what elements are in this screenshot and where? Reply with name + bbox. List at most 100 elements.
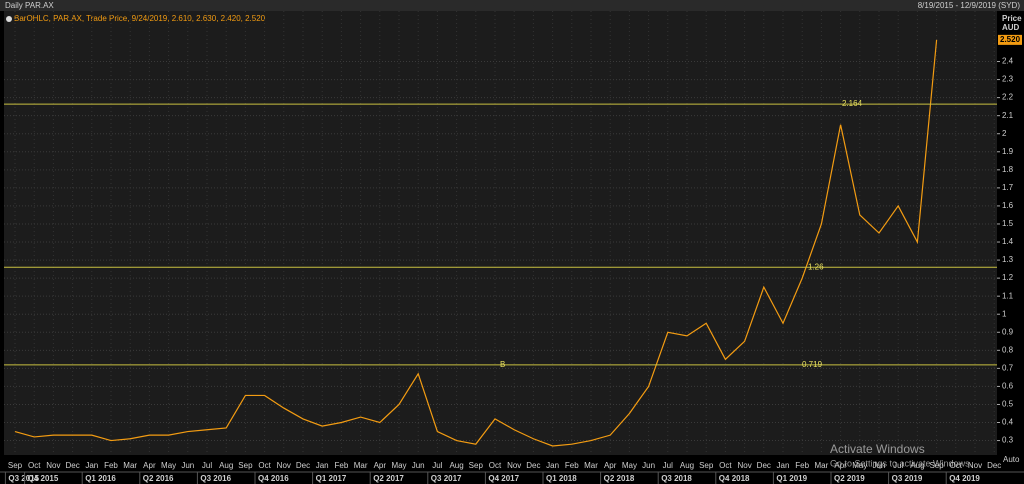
quarter-label: Q2 2018 [604, 474, 635, 483]
x-tick-label: Aug [219, 461, 233, 470]
x-tick-label: Mar [584, 461, 598, 470]
x-tick-label: Jun [642, 461, 655, 470]
x-tick-label: Jul [432, 461, 442, 470]
quarter-label: Q3 2018 [661, 474, 692, 483]
y-tick-label: 0.4 [1002, 418, 1014, 427]
header-bar [0, 0, 1024, 11]
x-tick-label: May [852, 461, 867, 470]
x-tick-label: Jul [202, 461, 212, 470]
x-tick-label: May [622, 461, 637, 470]
chart-title: Daily PAR.AX [5, 1, 54, 10]
x-tick-label: Apr [143, 461, 156, 470]
x-tick-label: Dec [757, 461, 771, 470]
y-tick-label: 0.7 [1002, 363, 1014, 372]
quarter-label: Q1 2018 [546, 474, 577, 483]
quarter-label: Q1 2019 [776, 474, 807, 483]
x-tick-label: Sep [699, 461, 714, 470]
x-tick-label: Nov [968, 461, 982, 470]
y-tick-label: 1.6 [1002, 201, 1014, 210]
x-tick-label: Nov [507, 461, 521, 470]
x-tick-label: Apr [604, 461, 617, 470]
y-tick-label: 1 [1002, 309, 1007, 318]
y-tick-label: 0.9 [1002, 327, 1014, 336]
quarter-label: Q4 2016 [258, 474, 289, 483]
x-tick-label: Jan [316, 461, 329, 470]
y-tick-label: 2.1 [1002, 111, 1014, 120]
watermark: Go to Settings to activate Windows. [830, 458, 972, 468]
y-tick-label: 2.3 [1002, 75, 1014, 84]
x-tick-label: Oct [258, 461, 271, 470]
quarter-label: Q2 2017 [373, 474, 404, 483]
x-tick-label: Nov [737, 461, 751, 470]
quarter-label: Q4 2019 [949, 474, 980, 483]
x-tick-label: Dec [987, 461, 1001, 470]
quarter-label: Q1 2017 [316, 474, 347, 483]
scale-mode: Auto [1003, 455, 1020, 464]
y-tick-label: 2.4 [1002, 57, 1014, 66]
y-axis-title: Price [1002, 14, 1022, 23]
annotation: B [500, 360, 505, 369]
x-tick-label: Nov [46, 461, 60, 470]
x-tick-label: Aug [680, 461, 694, 470]
quarter-label: Q3 2017 [431, 474, 462, 483]
x-tick-label: Jul [893, 461, 903, 470]
last-price-badge [998, 34, 1022, 45]
quarter-label: Q3 2015 [8, 474, 39, 483]
y-tick-label: 2 [1002, 129, 1007, 138]
x-tick-label: Sep [238, 461, 253, 470]
y-tick-label: 1.5 [1002, 219, 1014, 228]
y-tick-label: 1.1 [1002, 291, 1014, 300]
y-tick-label: 0.8 [1002, 345, 1014, 354]
x-tick-label: Mar [815, 461, 829, 470]
y-tick-label: 1.8 [1002, 165, 1014, 174]
y-tick-label: 2.2 [1002, 93, 1014, 102]
quarter-label: Q1 2016 [85, 474, 116, 483]
x-tick-label: Jun [412, 461, 425, 470]
price-line [14, 39, 938, 447]
x-tick-label: Jan [546, 461, 559, 470]
x-tick-label: Jan [85, 461, 98, 470]
y-tick-label: 1.9 [1002, 147, 1014, 156]
x-tick-label: Mar [354, 461, 368, 470]
watermark: Activate Windows [830, 442, 925, 456]
x-tick-label: Feb [565, 461, 579, 470]
x-tick-label: Oct [719, 461, 732, 470]
date-range: 8/19/2015 - 12/9/2019 (SYD) [918, 1, 1021, 10]
quarter-label: Q2 2019 [834, 474, 865, 483]
x-tick-label: Aug [910, 461, 924, 470]
x-tick-label: Sep [929, 461, 944, 470]
quarter-label: Q3 2019 [892, 474, 923, 483]
quarter-label: Q4 2015 [28, 474, 59, 483]
y-axis-unit: AUD [1002, 23, 1020, 32]
x-tick-label: Dec [65, 461, 79, 470]
quarter-label: Q2 2016 [143, 474, 174, 483]
x-tick-label: Sep [8, 461, 23, 470]
x-tick-label: Jan [777, 461, 790, 470]
x-tick-label: Apr [374, 461, 387, 470]
y-tick-label: 1.7 [1002, 183, 1014, 192]
x-tick-label: Jul [663, 461, 673, 470]
quarter-label: Q3 2016 [200, 474, 231, 483]
plot-area [4, 11, 997, 455]
quarter-label: Q4 2018 [719, 474, 750, 483]
x-tick-label: Aug [449, 461, 463, 470]
y-tick-label: 0.6 [1002, 382, 1014, 391]
y-tick-label: 1.2 [1002, 273, 1014, 282]
legend-text: BarOHLC, PAR.AX, Trade Price, 9/24/2019,… [14, 14, 266, 23]
y-tick-label: 0.5 [1002, 400, 1014, 409]
x-tick-label: Mar [123, 461, 137, 470]
y-tick-label: 1.3 [1002, 255, 1014, 264]
x-tick-label: Dec [526, 461, 540, 470]
level-label: 2.164 [842, 99, 863, 108]
x-tick-label: Dec [296, 461, 310, 470]
x-tick-label: Jun [181, 461, 194, 470]
level-label: 0.719 [802, 360, 823, 369]
x-tick-label: Feb [795, 461, 809, 470]
quarter-label: Q4 2017 [488, 474, 519, 483]
legend-icon [6, 16, 12, 22]
x-tick-label: Nov [277, 461, 291, 470]
x-tick-label: Apr [834, 461, 847, 470]
y-tick-label: 1.4 [1002, 237, 1014, 246]
x-tick-label: Sep [469, 461, 484, 470]
